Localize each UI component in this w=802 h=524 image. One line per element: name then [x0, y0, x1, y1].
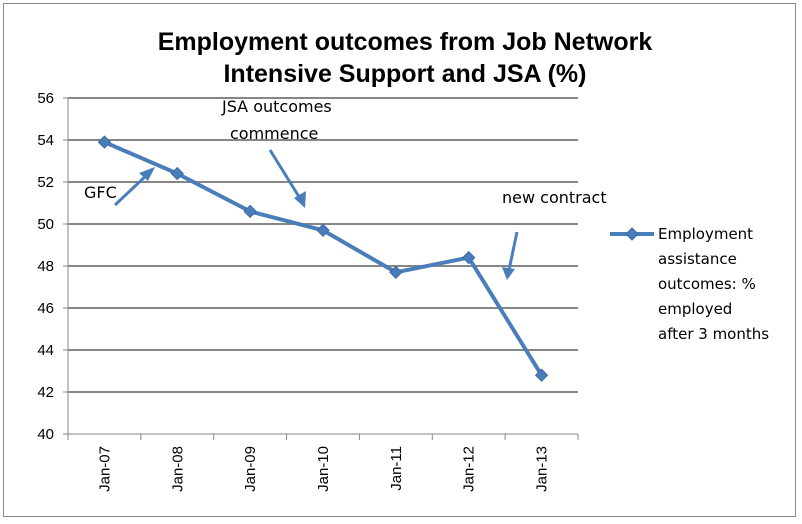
legend-marker [610, 227, 654, 241]
y-tick-label: 44 [37, 342, 54, 359]
y-tick-label: 56 [37, 90, 54, 107]
data-point [243, 204, 257, 219]
x-tick-label: Jan-11 [388, 446, 405, 491]
legend: Employment assistance outcomes: % employ… [610, 225, 769, 343]
x-tick-label: Jan-09 [242, 446, 259, 492]
x-tick-label: Jan-10 [315, 446, 332, 492]
legend-label-line-3: outcomes: % [658, 275, 756, 293]
legend-label-line-5: after 3 months [658, 325, 769, 343]
annotation-arrows [113, 149, 519, 280]
y-tick-label: 54 [37, 132, 54, 149]
y-tick-label: 52 [37, 174, 54, 191]
data-point [389, 265, 403, 280]
x-axis-ticks: Jan-07 Jan-08 Jan-09 Jan-10 Jan-11 Jan-12 Jan-… [67, 434, 579, 492]
legend-label-line-2: assistance [658, 250, 737, 268]
x-tick-label: Jan-08 [169, 446, 186, 492]
data-point [97, 135, 112, 149]
legend-label-line-1: Employment [658, 225, 753, 243]
y-tick-label: 46 [37, 300, 54, 317]
x-tick-label: Jan-07 [96, 446, 113, 492]
chart-frame [3, 3, 796, 517]
legend-label-line-4: employed [658, 300, 732, 318]
series-line [103, 140, 544, 377]
data-point [316, 223, 330, 238]
series-group [97, 135, 549, 382]
data-point [462, 250, 476, 265]
jsa-arrow [268, 149, 306, 208]
data-point [534, 368, 549, 382]
x-tick-label: Jan-13 [534, 446, 551, 492]
annotation-gfc: GFC [84, 183, 117, 202]
annotation-new-contract: new contract [502, 188, 607, 207]
y-tick-label: 40 [37, 426, 54, 443]
gridlines [68, 97, 578, 393]
x-tick-label: Jan-12 [461, 446, 478, 492]
y-axis-ticks: 40 42 44 46 48 50 52 54 56 [37, 90, 68, 443]
y-tick-label: 50 [37, 216, 54, 233]
gfc-arrow [113, 167, 155, 207]
y-tick-label: 48 [37, 258, 54, 275]
data-point [170, 166, 184, 181]
chart-title-line-1: Employment outcomes from Job Network [158, 28, 653, 56]
new-contract-arrow [502, 231, 519, 280]
annotation-jsa-line-2: commence [230, 124, 318, 143]
chart-title-line-2: Intensive Support and JSA (%) [223, 60, 586, 88]
y-tick-label: 42 [37, 384, 54, 401]
annotation-jsa-line-1: JSA outcomes [221, 97, 332, 116]
